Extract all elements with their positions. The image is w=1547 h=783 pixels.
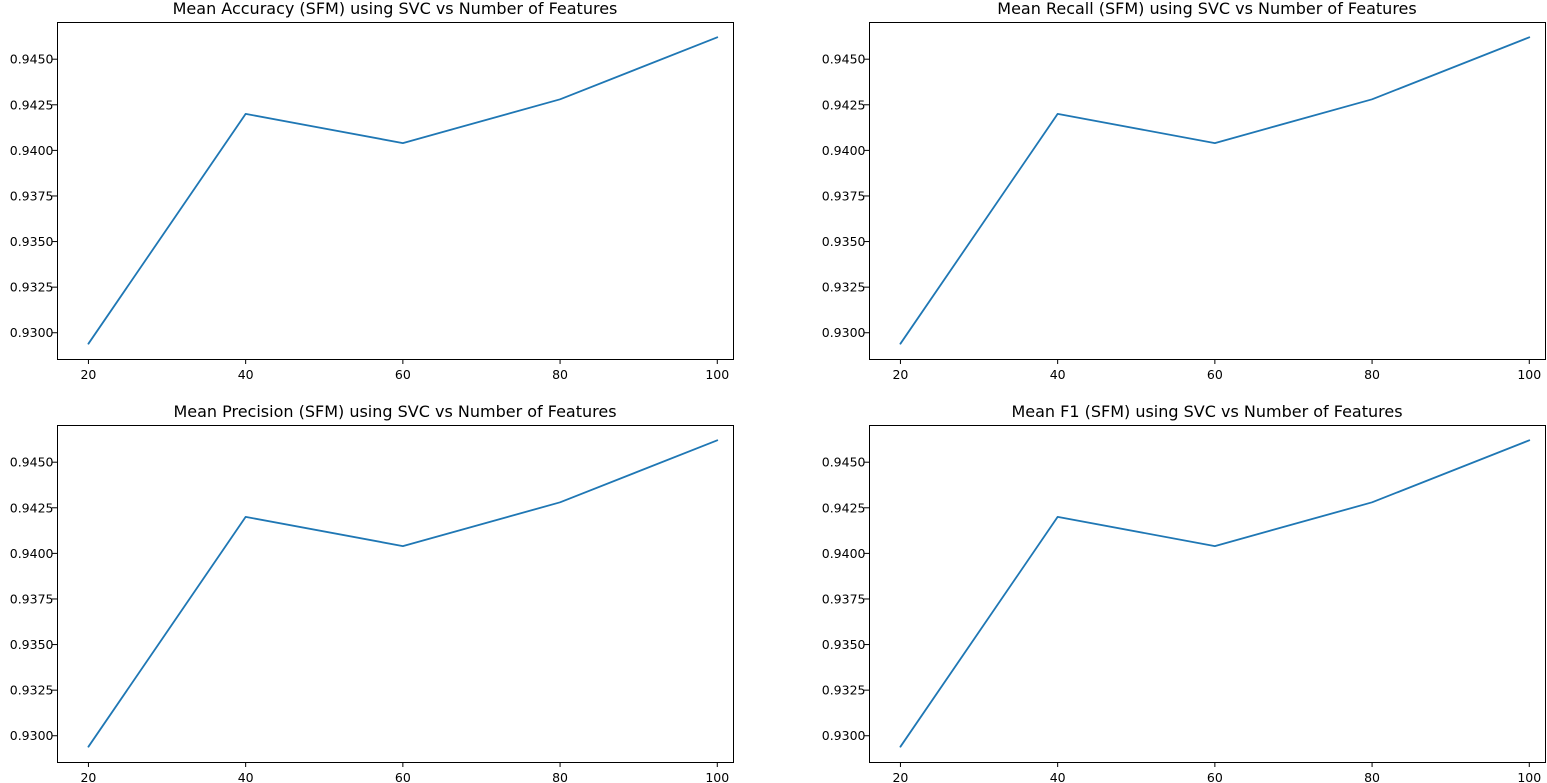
- y-tick-label: 0.9450: [822, 455, 866, 470]
- y-tick-label: 0.9325: [822, 280, 866, 295]
- plot-frame: [869, 425, 1546, 763]
- x-tick-label: 20: [892, 770, 908, 783]
- y-tick-label: 0.9350: [10, 234, 54, 249]
- y-tick-label: 0.9400: [822, 546, 866, 561]
- x-tick-label: 100: [705, 770, 729, 783]
- x-tick-label: 20: [80, 770, 96, 783]
- chart-accuracy: Mean Accuracy (SFM) using SVC vs Number …: [10, 0, 734, 382]
- y-tick-label: 0.9325: [822, 683, 866, 698]
- y-tick-label: 0.9350: [10, 637, 54, 652]
- series-line-0: [899, 36, 1531, 345]
- x-tick-label: 60: [1207, 770, 1223, 783]
- x-tick-label: 40: [1050, 770, 1066, 783]
- x-tick-label: 100: [1517, 367, 1541, 382]
- chart-recall: Mean Recall (SFM) using SVC vs Number of…: [822, 0, 1546, 382]
- x-tick-label: 40: [238, 770, 254, 783]
- series-line-0: [899, 439, 1531, 748]
- y-tick-label: 0.9400: [10, 546, 54, 561]
- chart-precision: Mean Precision (SFM) using SVC vs Number…: [10, 402, 734, 783]
- y-tick-label: 0.9400: [10, 143, 54, 158]
- y-tick-label: 0.9300: [10, 728, 54, 743]
- x-tick-label: 100: [1517, 770, 1541, 783]
- plot-frame: [869, 22, 1546, 360]
- y-tick-label: 0.9325: [10, 683, 54, 698]
- x-tick-label: 40: [1050, 367, 1066, 382]
- y-tick-label: 0.9325: [10, 280, 54, 295]
- y-tick-label: 0.9425: [822, 500, 866, 515]
- y-tick-label: 0.9425: [822, 97, 866, 112]
- x-tick-label: 80: [1364, 770, 1380, 783]
- y-tick-label: 0.9375: [10, 188, 54, 203]
- y-tick-label: 0.9300: [822, 728, 866, 743]
- x-tick-label: 20: [80, 367, 96, 382]
- x-tick-label: 20: [892, 367, 908, 382]
- y-tick-label: 0.9350: [822, 637, 866, 652]
- x-tick-label: 40: [238, 367, 254, 382]
- y-tick-label: 0.9450: [10, 52, 54, 67]
- x-tick-label: 60: [395, 770, 411, 783]
- chart-f1: Mean F1 (SFM) using SVC vs Number of Fea…: [822, 402, 1546, 783]
- x-tick-label: 100: [705, 367, 729, 382]
- series-line-0: [87, 36, 719, 345]
- chart-title: Mean Accuracy (SFM) using SVC vs Number …: [173, 0, 618, 18]
- y-tick-label: 0.9350: [822, 234, 866, 249]
- y-tick-label: 0.9375: [10, 591, 54, 606]
- x-tick-label: 80: [552, 770, 568, 783]
- y-tick-label: 0.9400: [822, 143, 866, 158]
- series-line-0: [87, 439, 719, 748]
- plot-frame: [57, 425, 734, 763]
- x-tick-label: 60: [1207, 367, 1223, 382]
- y-tick-label: 0.9450: [10, 455, 54, 470]
- x-tick-label: 80: [552, 367, 568, 382]
- x-tick-label: 80: [1364, 367, 1380, 382]
- y-tick-label: 0.9300: [10, 325, 54, 340]
- chart-title: Mean F1 (SFM) using SVC vs Number of Fea…: [1011, 402, 1402, 421]
- y-tick-label: 0.9300: [822, 325, 866, 340]
- plot-frame: [57, 22, 734, 360]
- chart-title: Mean Recall (SFM) using SVC vs Number of…: [997, 0, 1416, 18]
- y-tick-label: 0.9450: [822, 52, 866, 67]
- y-tick-label: 0.9375: [822, 188, 866, 203]
- x-tick-label: 60: [395, 367, 411, 382]
- y-tick-label: 0.9425: [10, 97, 54, 112]
- y-tick-label: 0.9425: [10, 500, 54, 515]
- chart-title: Mean Precision (SFM) using SVC vs Number…: [173, 402, 616, 421]
- y-tick-label: 0.9375: [822, 591, 866, 606]
